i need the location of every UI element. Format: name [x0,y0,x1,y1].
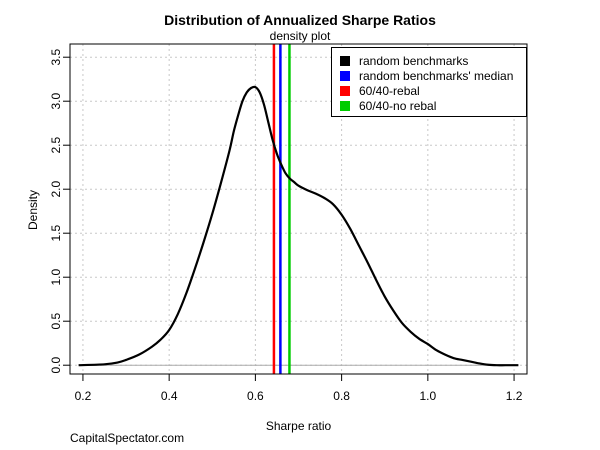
x-tick-label: 1.2 [506,389,523,403]
legend: random benchmarks random benchmarks' med… [331,47,527,117]
legend-item: 60/40-no rebal [340,98,526,113]
x-tick-label: 0.6 [247,389,264,403]
x-axis: 0.2 0.4 0.6 0.8 1.0 1.2 [75,374,523,403]
source-note: CapitalSpectator.com [70,431,185,445]
series-line-random-benchmarks [78,85,519,367]
legend-label: 60/40-rebal [359,83,420,98]
y-tick-label: 3.0 [49,93,63,110]
legend-swatch [340,85,350,96]
y-tick-label: 0.0 [49,357,63,374]
y-tick-label: 1.0 [49,269,63,286]
x-tick-label: 0.2 [75,389,92,403]
legend-label: random benchmarks' median [359,68,514,83]
y-tick-label: 2.0 [49,181,63,198]
y-tick-label: 1.5 [49,225,63,242]
x-tick-label: 1.0 [419,389,436,403]
legend-item: 60/40-rebal [340,83,526,98]
legend-swatch [340,100,350,111]
x-tick-label: 0.8 [333,389,350,403]
x-tick-label: 0.4 [161,389,178,403]
y-tick-label: 2.5 [49,137,63,154]
y-axis-label: Density [26,190,40,231]
reference-lines [272,44,291,374]
y-tick-label: 3.5 [49,49,63,66]
x-axis-label: Sharpe ratio [265,419,332,433]
chart-subtitle: density plot [269,29,331,43]
chart-title: Distribution of Annualized Sharpe Ratios [164,12,436,28]
legend-label: random benchmarks [359,53,469,68]
plot-frame [69,43,528,375]
legend-item: random benchmarks' median [340,68,526,83]
y-tick-label: 0.5 [49,313,63,330]
legend-item: random benchmarks [340,53,526,68]
legend-swatch [340,70,350,81]
legend-swatch [340,55,350,66]
legend-label: 60/40-no rebal [359,98,437,113]
y-axis: 0.0 0.5 1.0 1.5 2.0 2.5 3.0 3.5 [49,49,70,374]
